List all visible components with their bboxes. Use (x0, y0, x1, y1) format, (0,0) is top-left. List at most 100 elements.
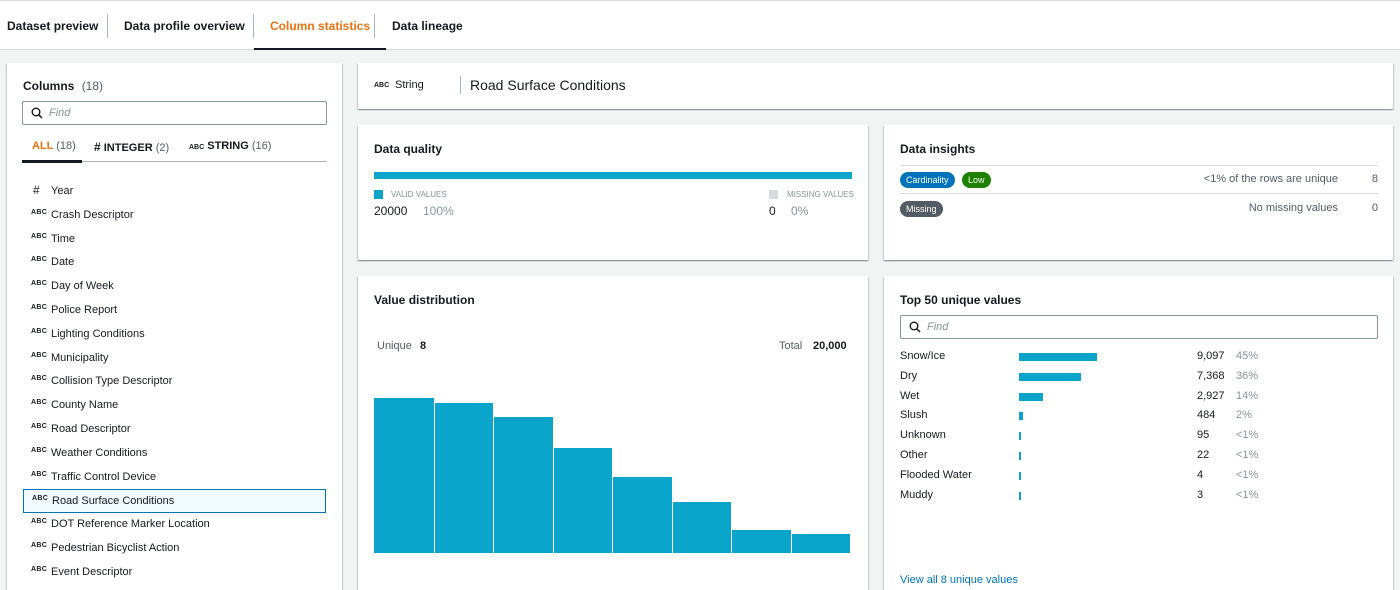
unique-value: 8 (420, 340, 427, 352)
insights-divider (900, 193, 1378, 194)
abc-icon: ABC (31, 423, 48, 430)
top-value-count: 22 (1197, 449, 1210, 461)
top-value-bar (1019, 471, 1021, 480)
top-value-percent: <1% (1236, 429, 1259, 442)
abc-icon: ABC (31, 256, 48, 264)
value-distribution-title: Value distribution (374, 293, 475, 307)
total-label: Total (779, 340, 803, 352)
filter-all-count: (18) (56, 140, 76, 152)
top-value-count: 9,097 (1197, 350, 1225, 362)
valid-values-label: VALID VALUES (391, 190, 447, 199)
abc-icon: ABC (31, 565, 48, 573)
histogram-bar[interactable] (494, 416, 553, 553)
tab-divider (253, 14, 254, 38)
tab-data-profile-overview[interactable]: Data profile overview (124, 19, 245, 33)
top-value-count: 95 (1197, 429, 1210, 442)
columns-search-input[interactable]: Find (22, 101, 327, 125)
tab-divider (107, 14, 108, 38)
abc-icon: ABC (31, 470, 48, 478)
abc-icon: ABC (31, 304, 48, 311)
column-list-item[interactable]: ABC Weather Conditions (23, 442, 326, 466)
column-list-item-label: Year (51, 185, 74, 197)
top-value-percent: <1% (1236, 488, 1259, 501)
valid-legend-swatch (374, 190, 383, 199)
filter-integer-label: INTEGER (103, 142, 153, 154)
column-list-item[interactable]: ABC Traffic Control Device (23, 466, 326, 490)
top-value-name: Wet (900, 389, 920, 402)
column-list-item[interactable]: ABC Road Surface Conditions (23, 489, 326, 514)
filter-tab-integer[interactable]: # INTEGER (2) (94, 140, 169, 154)
column-list-item-label: Traffic Control Device (51, 470, 157, 483)
top-value-row: Dry 7,368 36% (900, 370, 1370, 388)
top-value-name: Snow/Ice (900, 350, 946, 362)
column-list-item[interactable]: ABC Municipality (23, 347, 326, 371)
filter-divider (22, 161, 327, 162)
data-insights-title: Data insights (900, 142, 976, 156)
missing-values-percent: 0% (791, 204, 809, 218)
abc-icon: ABC (32, 495, 49, 503)
column-list-item-label: Collision Type Descriptor (51, 375, 173, 388)
missing-values-label: MISSING VALUES (787, 190, 854, 199)
histogram-bar[interactable] (434, 402, 493, 553)
histogram-bar[interactable] (613, 477, 672, 553)
column-list-item[interactable]: ABC Day of Week (23, 275, 326, 299)
abc-icon: ABC (31, 327, 48, 335)
column-list-item[interactable]: ABC Police Report (23, 299, 326, 323)
tab-dataset-preview[interactable]: Dataset preview (7, 19, 99, 33)
top-value-count: 7,368 (1197, 369, 1225, 382)
column-list-item[interactable]: ABC Date (23, 251, 326, 275)
cardinality-badge: Cardinality (900, 172, 955, 188)
unique-label: Unique (377, 340, 412, 352)
column-list-item-label: Day of Week (51, 280, 114, 293)
view-all-link[interactable]: View all 8 unique values (900, 574, 1018, 586)
top-value-name: Flooded Water (900, 468, 972, 481)
column-list-item[interactable]: ABC Pedestrian Bicyclist Action (23, 537, 326, 561)
top-value-bar (1019, 372, 1082, 381)
column-list-item[interactable]: ABC Event Descriptor (23, 561, 326, 585)
tab-divider (374, 14, 375, 38)
abc-icon: ABC (31, 208, 48, 216)
column-list-item-label: Road Surface Conditions (52, 495, 175, 508)
top-value-name: Slush (900, 409, 928, 422)
histogram-bar[interactable] (791, 534, 850, 553)
top-value-name: Muddy (900, 488, 934, 501)
top-value-row: Muddy 3 <1% (900, 489, 1370, 507)
column-list-item[interactable]: ABC Collision Type Descriptor (23, 370, 326, 394)
column-list-item[interactable]: ABC Road Descriptor (23, 418, 326, 442)
column-type-label: String (395, 79, 424, 91)
top-value-row: Other 22 <1% (900, 449, 1370, 467)
tab-column-statistics[interactable]: Column statistics (254, 1, 387, 50)
top-value-bar (1019, 392, 1044, 401)
column-list-item-label: Time (51, 232, 76, 245)
top-value-percent: 36% (1236, 369, 1259, 382)
top-value-name: Other (900, 449, 928, 461)
top-value-row: Wet 2,927 14% (900, 390, 1370, 408)
top-value-count: 4 (1197, 468, 1204, 481)
histogram-bar[interactable] (732, 529, 791, 553)
column-list-item-label: Police Report (51, 304, 118, 316)
top-values-search-input[interactable]: Find (900, 315, 1378, 339)
top-values-search-placeholder: Find (927, 321, 949, 333)
tab-data-lineage[interactable]: Data lineage (392, 19, 463, 33)
histogram-bar[interactable] (553, 447, 612, 553)
top-value-name: Dry (900, 369, 918, 382)
filter-tab-string[interactable]: ABC STRING (16) (189, 140, 271, 152)
histogram-bar[interactable] (672, 501, 731, 553)
top-value-percent: 14% (1236, 389, 1259, 402)
column-list-item[interactable]: ABC Crash Descriptor (23, 204, 326, 228)
top-values-title: Top 50 unique values (900, 293, 1022, 307)
tab-bar: Dataset preview Data profile overview Co… (0, 0, 1400, 50)
column-list-item[interactable]: ABC Time (23, 228, 326, 252)
column-list-item[interactable]: ABC Lighting Conditions (23, 323, 326, 347)
top-value-percent: 45% (1236, 350, 1259, 362)
filter-tab-all[interactable]: ALL (18) (32, 140, 76, 152)
total-value: 20,000 (813, 340, 847, 352)
column-list-item[interactable]: ABC County Name (23, 394, 326, 418)
columns-count: (18) (81, 79, 104, 93)
abc-icon: ABC (31, 375, 48, 383)
column-list-item[interactable]: ABC DOT Reference Marker Location (23, 513, 326, 537)
column-list-item[interactable]: # Year (23, 180, 326, 204)
filter-all-label: ALL (32, 140, 54, 152)
histogram-bar[interactable] (374, 398, 434, 553)
column-list-item-label: Weather Conditions (51, 446, 148, 459)
